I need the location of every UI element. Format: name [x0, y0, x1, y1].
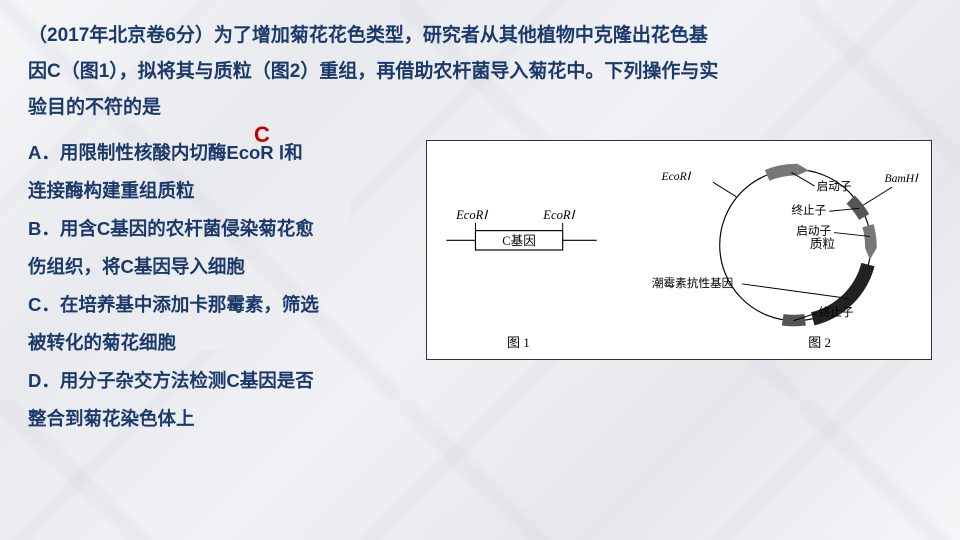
- figure-1: EcoRⅠ EcoRⅠ C基因: [446, 208, 596, 250]
- stem-line-3: 验目的不符的是: [28, 97, 161, 118]
- figure1-caption: 图 1: [507, 332, 530, 351]
- promoter2-label: 启动子: [796, 225, 831, 238]
- plasmid-ecori: EcoRⅠ: [661, 170, 692, 183]
- promoter1-label: 启动子: [817, 180, 852, 193]
- fig1-ecori-left: EcoRⅠ: [455, 208, 488, 222]
- stem-line-2: 因C（图1），拟将其与质粒（图2）重组，再借助农杆菌导入菊花中。下列操作与实: [28, 61, 718, 82]
- option-d-line1: D．用分子杂交方法检测C基因是否: [28, 362, 408, 400]
- terminator2-label: 终止子: [819, 305, 854, 319]
- option-a-line2: 连接酶构建重组质粒: [28, 172, 408, 210]
- figure2-caption: 图 2: [808, 332, 831, 351]
- answer-letter: C: [254, 122, 270, 148]
- option-c-line2: 被转化的菊花细胞: [28, 324, 408, 362]
- stem-line-1: （2017年北京卷6分）为了增加菊花花色类型，研究者从其他植物中克隆出花色基: [28, 25, 708, 46]
- figures-svg: EcoRⅠ EcoRⅠ C基因 质粒 EcoRⅠ: [427, 141, 931, 359]
- option-a-line1: A．用限制性核酸内切酶EcoR Ⅰ和: [28, 134, 408, 172]
- hygromycin-label: 潮霉素抗性基因: [652, 276, 733, 290]
- option-c-line1: C．在培养基中添加卡那霉素，筛选: [28, 286, 408, 324]
- plasmid-bamhi: BamHⅠ: [884, 172, 919, 185]
- figure-panel: EcoRⅠ EcoRⅠ C基因 质粒 EcoRⅠ: [426, 140, 932, 360]
- fig1-gene-label: C基因: [502, 234, 536, 248]
- fig1-ecori-right: EcoRⅠ: [542, 208, 575, 222]
- terminator1-label: 终止子: [791, 203, 826, 217]
- figure-2: 质粒 EcoRⅠ BamHⅠ 启动子 终止子: [652, 164, 919, 321]
- question-stem: （2017年北京卷6分）为了增加菊花花色类型，研究者从其他植物中克隆出花色基 因…: [28, 18, 932, 126]
- option-b-line1: B．用含C基因的农杆菌侵染菊花愈: [28, 210, 408, 248]
- option-b-line2: 伤组织，将C基因导入细胞: [28, 248, 408, 286]
- options-block: A．用限制性核酸内切酶EcoR Ⅰ和 连接酶构建重组质粒 B．用含C基因的农杆菌…: [28, 134, 408, 437]
- plasmid-label: 质粒: [810, 237, 836, 251]
- option-d-line2: 整合到菊花染色体上: [28, 400, 408, 438]
